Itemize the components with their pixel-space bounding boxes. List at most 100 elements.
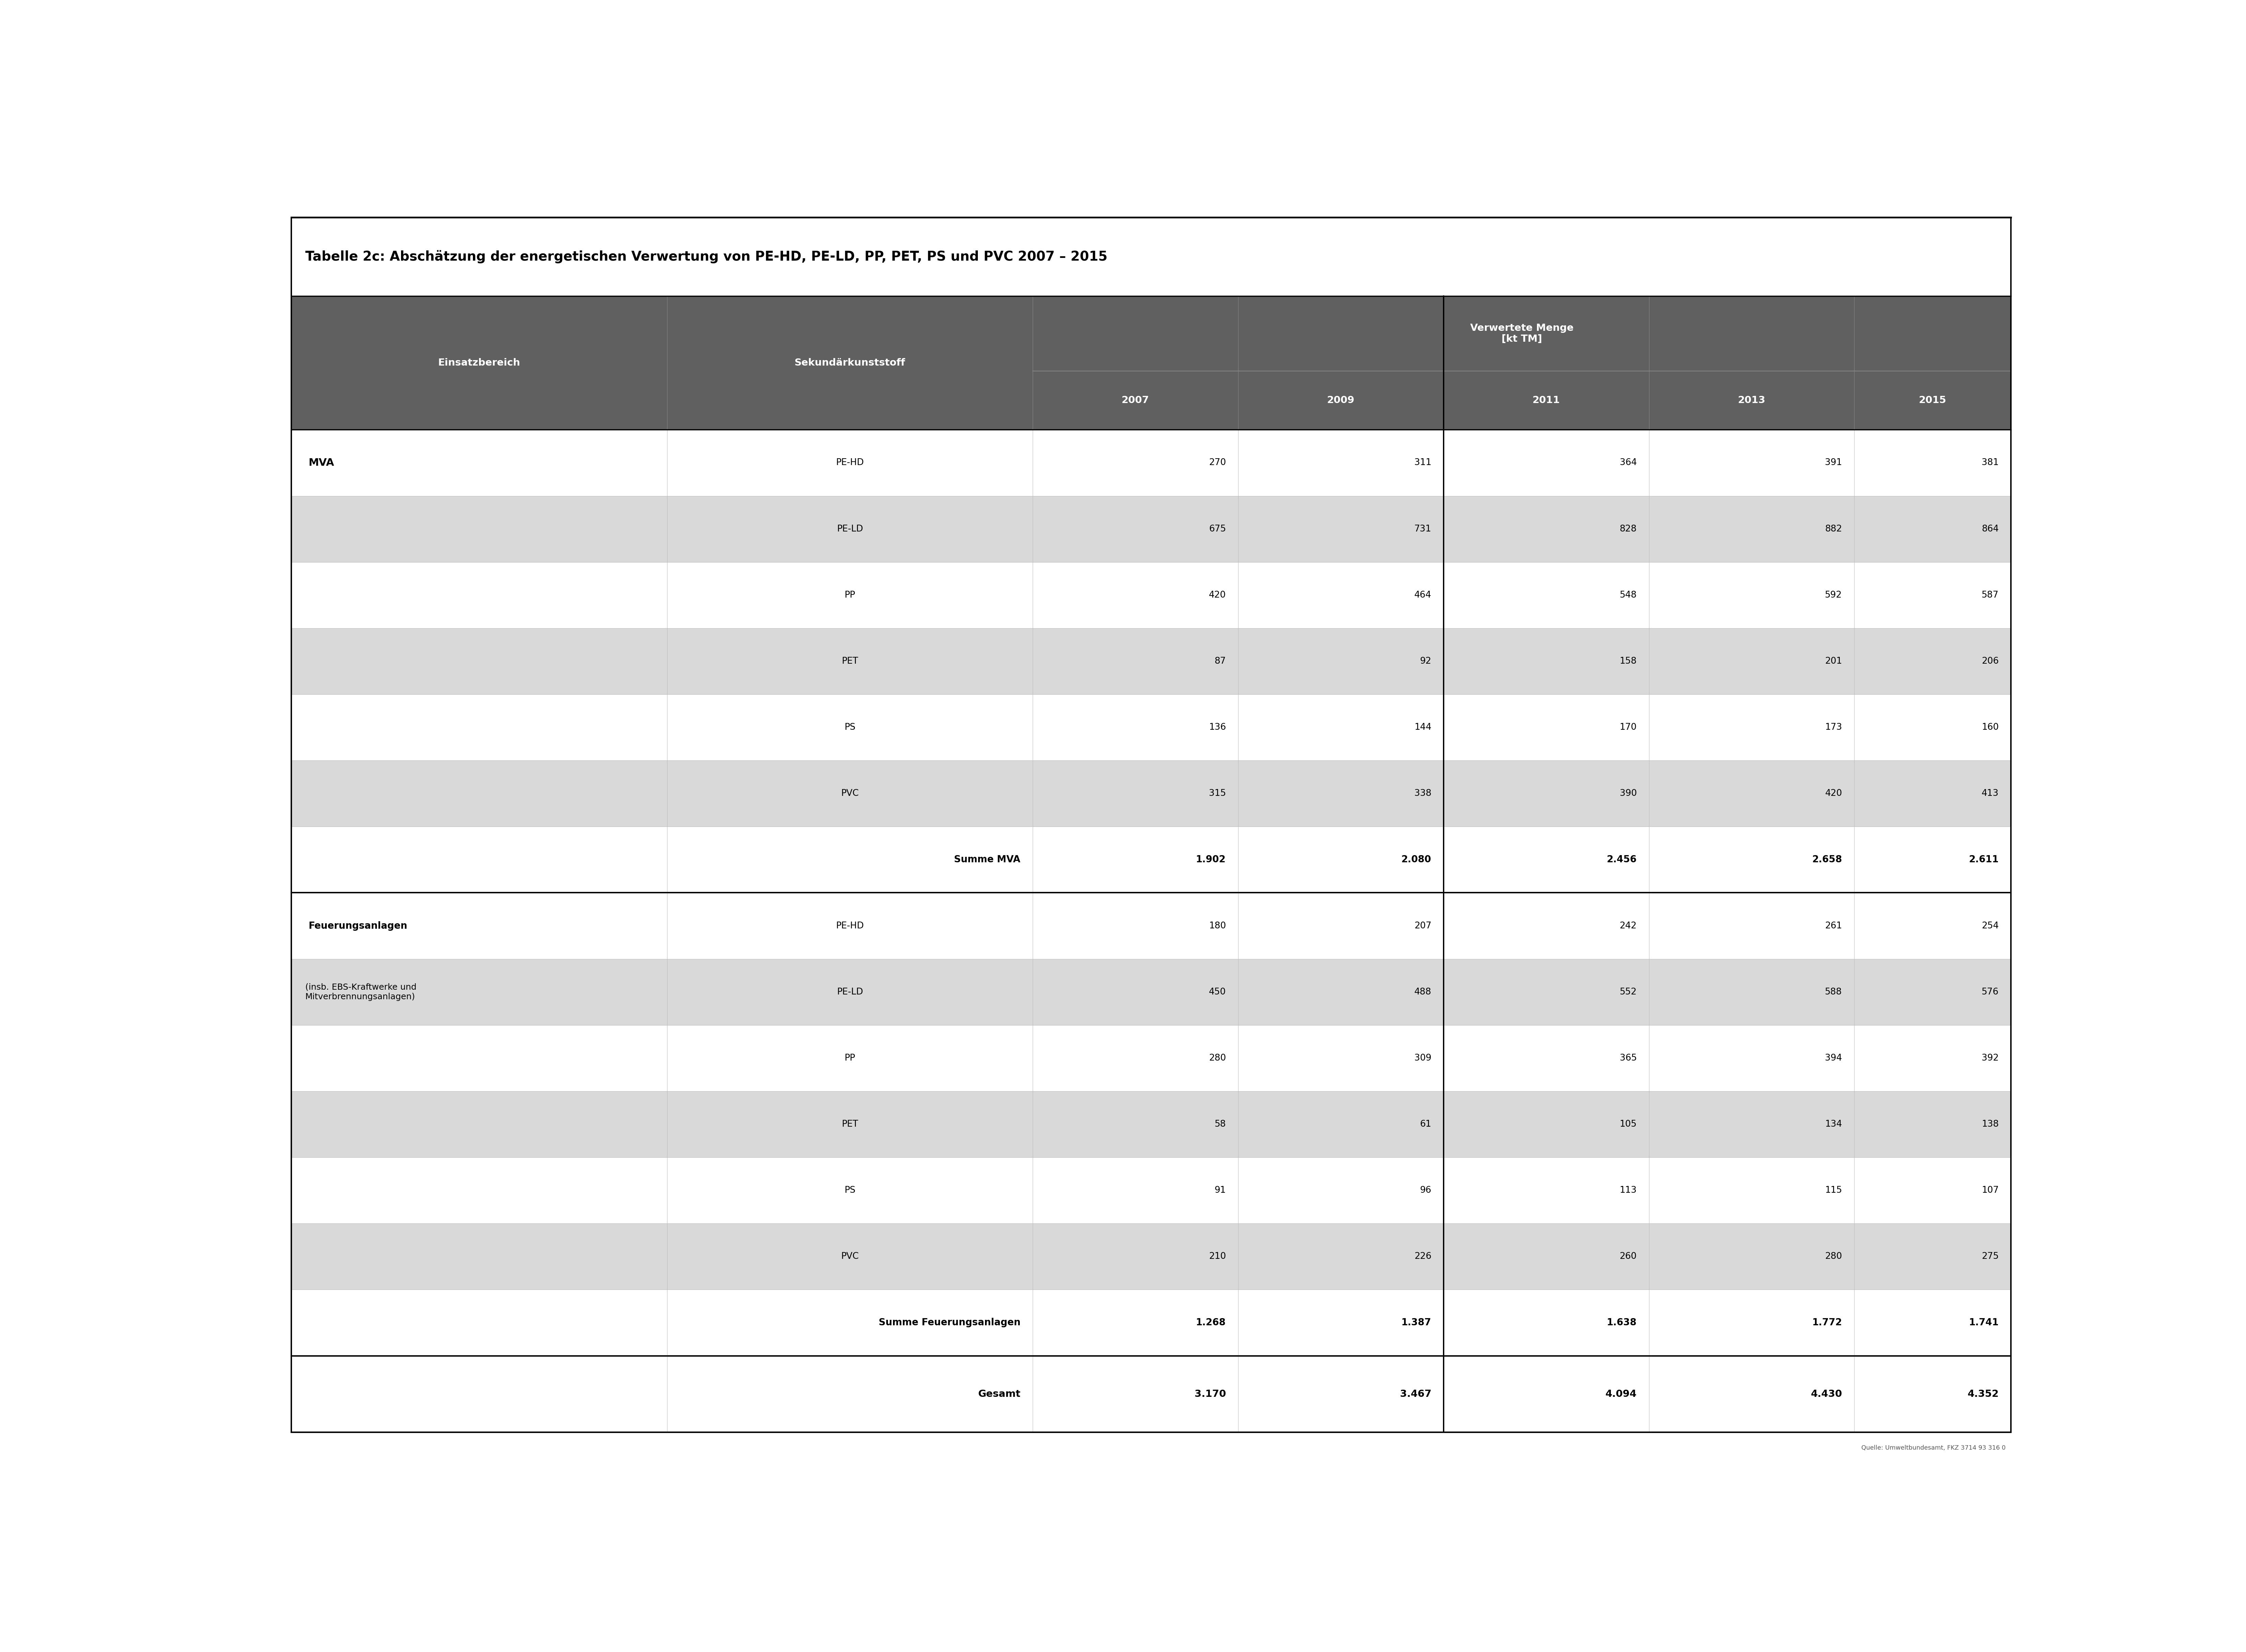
Bar: [292, 1356, 2010, 1432]
Text: 315: 315: [1208, 790, 1226, 798]
Text: 413: 413: [1981, 790, 1999, 798]
Text: 675: 675: [1208, 525, 1226, 534]
Text: 91: 91: [1215, 1186, 1226, 1194]
Text: 92: 92: [1419, 657, 1431, 666]
Text: 338: 338: [1415, 790, 1431, 798]
Text: 96: 96: [1419, 1186, 1431, 1194]
Text: 4.352: 4.352: [1967, 1389, 1999, 1399]
Text: 1.387: 1.387: [1402, 1318, 1431, 1328]
Text: 311: 311: [1415, 458, 1431, 468]
Text: 113: 113: [1619, 1186, 1637, 1194]
Text: 206: 206: [1981, 657, 1999, 666]
Text: 160: 160: [1981, 724, 1999, 732]
Text: 58: 58: [1215, 1120, 1226, 1128]
Text: Summe Feuerungsanlagen: Summe Feuerungsanlagen: [878, 1318, 1020, 1328]
Text: 488: 488: [1415, 988, 1431, 996]
Text: PE-LD: PE-LD: [838, 988, 862, 996]
Bar: [292, 892, 2010, 958]
Text: 105: 105: [1619, 1120, 1637, 1128]
Text: 270: 270: [1208, 458, 1226, 468]
Bar: [292, 628, 2010, 694]
Text: 731: 731: [1415, 525, 1431, 534]
Text: 828: 828: [1619, 525, 1637, 534]
Text: 2009: 2009: [1327, 395, 1354, 405]
Bar: [292, 430, 2010, 496]
Text: 4.094: 4.094: [1606, 1389, 1637, 1399]
Bar: [292, 1026, 2010, 1092]
Text: PS: PS: [844, 1186, 856, 1194]
Text: 588: 588: [1826, 988, 1842, 996]
Text: Gesamt: Gesamt: [977, 1389, 1020, 1399]
Bar: [292, 562, 2010, 628]
Text: 3.170: 3.170: [1195, 1389, 1226, 1399]
Text: 394: 394: [1826, 1054, 1842, 1062]
Text: PET: PET: [842, 657, 858, 666]
Text: 420: 420: [1826, 790, 1842, 798]
Text: Sekundärkunststoff: Sekundärkunststoff: [795, 358, 905, 368]
Text: 170: 170: [1619, 724, 1637, 732]
Text: PS: PS: [844, 724, 856, 732]
Text: 136: 136: [1208, 724, 1226, 732]
Text: 365: 365: [1619, 1054, 1637, 1062]
Text: 260: 260: [1619, 1252, 1637, 1260]
Bar: [292, 218, 2010, 296]
Text: 1.772: 1.772: [1813, 1318, 1842, 1328]
Text: 587: 587: [1981, 591, 1999, 600]
Bar: [292, 694, 2010, 760]
Text: PVC: PVC: [840, 790, 858, 798]
Text: 864: 864: [1981, 525, 1999, 534]
Text: 134: 134: [1826, 1120, 1842, 1128]
Text: 242: 242: [1619, 922, 1637, 930]
Text: 115: 115: [1826, 1186, 1842, 1194]
Text: 552: 552: [1619, 988, 1637, 996]
Text: 210: 210: [1208, 1252, 1226, 1260]
Text: PVC: PVC: [840, 1252, 858, 1260]
Text: 576: 576: [1981, 988, 1999, 996]
Text: PP: PP: [844, 591, 856, 600]
Text: 1.741: 1.741: [1970, 1318, 1999, 1328]
Text: 87: 87: [1215, 657, 1226, 666]
Text: 390: 390: [1619, 790, 1637, 798]
Text: 280: 280: [1826, 1252, 1842, 1260]
Text: PE-LD: PE-LD: [838, 525, 862, 534]
Text: 420: 420: [1208, 591, 1226, 600]
Bar: [292, 1158, 2010, 1224]
Text: Einsatzbereich: Einsatzbereich: [438, 358, 521, 368]
Text: 144: 144: [1415, 724, 1431, 732]
Text: Quelle: Umweltbundesamt, FKZ 3714 93 316 0: Quelle: Umweltbundesamt, FKZ 3714 93 316…: [1862, 1446, 2006, 1450]
Text: 2011: 2011: [1532, 395, 1561, 405]
Text: PE-HD: PE-HD: [836, 458, 865, 468]
Text: 138: 138: [1981, 1120, 1999, 1128]
Text: 3.467: 3.467: [1399, 1389, 1431, 1399]
Text: 2007: 2007: [1121, 395, 1150, 405]
Text: Feuerungsanlagen: Feuerungsanlagen: [308, 922, 407, 930]
Bar: [292, 496, 2010, 562]
Text: 2.658: 2.658: [1813, 856, 1842, 864]
Text: 61: 61: [1419, 1120, 1431, 1128]
Bar: [292, 958, 2010, 1024]
Text: 4.430: 4.430: [1810, 1389, 1842, 1399]
Text: 173: 173: [1826, 724, 1842, 732]
Text: 2013: 2013: [1738, 395, 1765, 405]
Text: 1.268: 1.268: [1195, 1318, 1226, 1328]
Text: PET: PET: [842, 1120, 858, 1128]
Text: 381: 381: [1981, 458, 1999, 468]
Text: 226: 226: [1415, 1252, 1431, 1260]
Bar: [292, 1092, 2010, 1158]
Bar: [292, 826, 2010, 892]
Bar: [292, 296, 2010, 430]
Text: 261: 261: [1826, 922, 1842, 930]
Text: Summe MVA: Summe MVA: [955, 856, 1020, 864]
Text: 254: 254: [1981, 922, 1999, 930]
Text: 1.902: 1.902: [1195, 856, 1226, 864]
Text: 275: 275: [1981, 1252, 1999, 1260]
Text: 464: 464: [1415, 591, 1431, 600]
Text: 548: 548: [1619, 591, 1637, 600]
Text: PP: PP: [844, 1054, 856, 1062]
Text: 592: 592: [1826, 591, 1842, 600]
Text: 180: 180: [1208, 922, 1226, 930]
Text: 2015: 2015: [1918, 395, 1947, 405]
Bar: [292, 760, 2010, 826]
Text: 201: 201: [1826, 657, 1842, 666]
Text: 2.080: 2.080: [1402, 856, 1431, 864]
